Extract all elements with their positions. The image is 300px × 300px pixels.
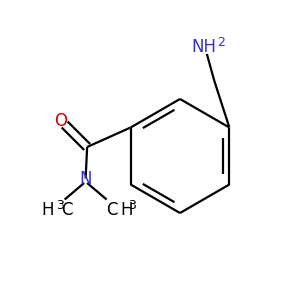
Text: 3: 3 [128, 200, 136, 212]
Text: C: C [61, 201, 73, 219]
Text: N: N [80, 169, 92, 188]
Text: 2: 2 [217, 36, 225, 49]
Text: NH: NH [191, 38, 216, 56]
Text: C: C [106, 201, 117, 219]
Text: H: H [120, 201, 133, 219]
Text: 3: 3 [56, 200, 64, 212]
Text: H: H [42, 201, 54, 219]
Text: O: O [54, 112, 67, 130]
